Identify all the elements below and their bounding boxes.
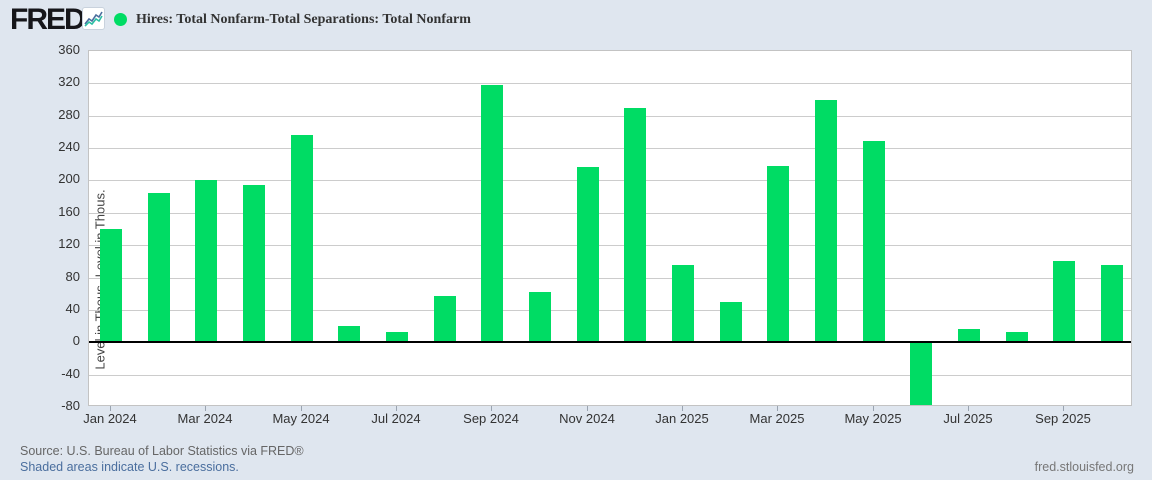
xtick-label-sep-2024: Sep 2024 (463, 411, 519, 426)
bar-apr-2025[interactable] (815, 100, 837, 342)
plot-area: Level in Thous.-Level in Thous. (88, 50, 1132, 406)
ytick-label-0: 0 (72, 333, 80, 348)
xtick-mark (777, 406, 778, 411)
gridline-y--40 (89, 375, 1131, 376)
ytick-label-160: 160 (58, 204, 80, 219)
bar-may-2025[interactable] (863, 141, 885, 342)
gridline-y-240 (89, 148, 1131, 149)
xtick-mark (968, 406, 969, 411)
line-chart-icon (84, 11, 103, 27)
ytick-label-320: 320 (58, 74, 80, 89)
xtick-mark (110, 406, 111, 411)
bar-mar-2025[interactable] (767, 166, 789, 342)
ytick-label-200: 200 (58, 171, 80, 186)
xtick-label-sep-2025: Sep 2025 (1035, 411, 1091, 426)
bar-jan-2024[interactable] (100, 229, 122, 342)
chart-title[interactable]: Hires: Total Nonfarm-Total Separations: … (136, 12, 471, 27)
ytick-label-80: 80 (65, 269, 80, 284)
gridline-y-80 (89, 278, 1131, 279)
bar-sep-2024[interactable] (481, 85, 503, 342)
recessions-link[interactable]: Shaded areas indicate U.S. recessions. (20, 460, 239, 474)
xtick-mark (1063, 406, 1064, 411)
xtick-label-jul-2025: Jul 2025 (943, 411, 993, 426)
ytick-label-240: 240 (58, 139, 80, 154)
xtick-label-nov-2024: Nov 2024 (559, 411, 615, 426)
gridline-y-120 (89, 245, 1131, 246)
bar-oct-2025[interactable] (1101, 265, 1123, 343)
xtick-mark (873, 406, 874, 411)
fred-logo-text: FRED (10, 3, 86, 36)
xtick-label-jul-2024: Jul 2024 (371, 411, 421, 426)
ytick-label-120: 120 (58, 236, 80, 251)
fred-site-link[interactable]: fred.stlouisfed.org (1034, 460, 1134, 474)
xtick-label-jan-2025: Jan 2025 (655, 411, 709, 426)
gridline-y-200 (89, 180, 1131, 181)
zero-axis-line (89, 341, 1131, 343)
bar-dec-2024[interactable] (624, 108, 646, 342)
gridline-y-320 (89, 83, 1131, 84)
bar-sep-2025[interactable] (1053, 261, 1075, 343)
ytick-label-40: 40 (65, 301, 80, 316)
bar-jul-2025[interactable] (958, 329, 980, 342)
gridline-y-40 (89, 310, 1131, 311)
bar-oct-2024[interactable] (529, 292, 551, 342)
bar-aug-2025[interactable] (1006, 332, 1028, 343)
series-legend-dot[interactable] (114, 13, 127, 26)
xtick-label-may-2024: May 2024 (272, 411, 330, 426)
bar-may-2024[interactable] (291, 135, 313, 342)
bar-feb-2025[interactable] (720, 302, 742, 342)
chart-header: FRED® Hires: Total Nonfarm-Total Separat… (0, 0, 1152, 38)
bar-aug-2024[interactable] (434, 296, 456, 342)
xtick-mark (205, 406, 206, 411)
xtick-label-may-2025: May 2025 (844, 411, 902, 426)
bar-jun-2024[interactable] (338, 326, 360, 342)
ytick-label--40: -40 (61, 366, 80, 381)
xtick-label-mar-2024: Mar 2024 (177, 411, 233, 426)
bar-jan-2025[interactable] (672, 265, 694, 343)
gridline-y-160 (89, 213, 1131, 214)
ytick-label-360: 360 (58, 42, 80, 57)
xtick-mark (301, 406, 302, 411)
bar-mar-2024[interactable] (195, 180, 217, 343)
bar-feb-2024[interactable] (148, 193, 170, 343)
ytick-label--80: -80 (61, 398, 80, 413)
xtick-label-mar-2025: Mar 2025 (749, 411, 805, 426)
xtick-mark (587, 406, 588, 411)
xtick-mark (491, 406, 492, 411)
bar-jul-2024[interactable] (386, 332, 408, 343)
fred-logo[interactable]: FRED® (10, 3, 90, 37)
source-text: Source: U.S. Bureau of Labor Statistics … (20, 444, 304, 458)
xtick-label-jan-2024: Jan 2024 (83, 411, 137, 426)
ytick-label-280: 280 (58, 107, 80, 122)
bar-nov-2024[interactable] (577, 167, 599, 343)
fred-chart-icon[interactable] (82, 7, 105, 30)
gridline-y-280 (89, 116, 1131, 117)
bar-jun-2025[interactable] (910, 342, 932, 405)
xtick-mark (396, 406, 397, 411)
xtick-mark (682, 406, 683, 411)
bar-apr-2024[interactable] (243, 185, 265, 342)
